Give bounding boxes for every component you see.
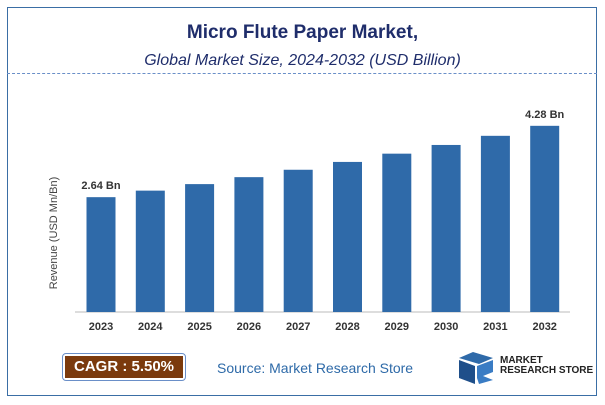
bar-2024 (135, 190, 165, 312)
x-tick-2027: 2027 (286, 321, 310, 333)
x-tick-2032: 2032 (532, 321, 556, 333)
bar-2023 (86, 197, 116, 312)
bar-2027 (283, 169, 313, 312)
bar-2026 (234, 177, 264, 312)
x-tick-2029: 2029 (385, 321, 409, 333)
cagr-badge: CAGR : 5.50% (62, 353, 186, 381)
data-label: 4.28 Bn (525, 109, 564, 121)
x-tick-2023: 2023 (89, 321, 113, 333)
chart-title: Micro Flute Paper Market, (186, 22, 419, 43)
bar-2030 (431, 144, 461, 312)
divider (7, 73, 597, 74)
x-tick-2031: 2031 (483, 321, 507, 333)
y-axis-label: Revenue (USD Mn/Bn) (48, 177, 60, 290)
x-tick-2030: 2030 (434, 321, 458, 333)
bar-2028 (333, 161, 362, 312)
x-tick-2026: 2026 (237, 321, 261, 333)
market-research-store-logo (459, 352, 493, 384)
cagr-text: CAGR : 5.50% (65, 356, 183, 378)
data-label: 2.64 Bn (81, 180, 120, 192)
logo-text: MARKET RESEARCH STORE (500, 355, 594, 376)
x-tick-2025: 2025 (187, 321, 211, 333)
x-tick-2028: 2028 (335, 321, 359, 333)
source-text: Source: Market Research Store (217, 360, 414, 376)
x-tick-2024: 2024 (138, 321, 163, 333)
bar-2032 (530, 125, 560, 312)
bar-2031 (480, 135, 510, 312)
chart-frame (7, 7, 597, 396)
bar-2029 (382, 153, 412, 312)
bar-2025 (185, 184, 215, 312)
chart-subtitle: Global Market Size, 2024-2032 (USD Billi… (144, 52, 461, 69)
